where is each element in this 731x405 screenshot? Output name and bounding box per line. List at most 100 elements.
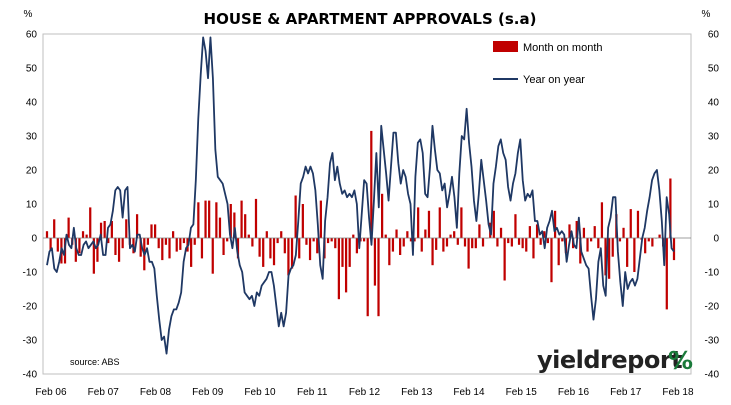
x-tick-label: Feb 14	[453, 387, 485, 398]
bar-month-on-month	[507, 238, 510, 244]
y-axis-unit-left: %	[24, 9, 33, 20]
bar-month-on-month	[283, 238, 286, 254]
bar-month-on-month	[121, 238, 124, 249]
x-ticks: Feb 06 Feb 07 Feb 08 Feb 09 Feb 10 Feb 11 Feb …	[35, 387, 694, 398]
bar-month-on-month	[81, 231, 85, 238]
bar-month-on-month	[409, 238, 413, 242]
bar-month-on-month	[608, 238, 611, 279]
bar-month-on-month	[103, 221, 106, 238]
bar-month-on-month	[377, 238, 380, 317]
bar-month-on-month	[157, 238, 160, 249]
x-tick-label: Feb 15	[506, 387, 538, 398]
bar-month-on-month	[78, 238, 81, 254]
bar-month-on-month	[197, 202, 200, 238]
y-tick-label-right: -10	[705, 268, 720, 279]
logo-wordmark: yieldreport	[537, 346, 682, 374]
bar-month-on-month	[453, 231, 456, 238]
bar-month-on-month	[308, 238, 312, 261]
y-tick-label-left: 60	[26, 30, 38, 41]
y-tick-label-right: -30	[705, 336, 720, 347]
y-tick-label-right: 20	[708, 166, 720, 177]
x-tick-label: Feb 07	[88, 387, 120, 398]
x-tick-label: Feb 16	[558, 387, 590, 398]
bar-month-on-month	[67, 217, 70, 238]
bar-month-on-month	[125, 219, 128, 238]
bar-month-on-month	[305, 238, 308, 245]
x-tick-label: Feb 17	[610, 387, 642, 398]
y-tick-label-right: 0	[713, 234, 719, 245]
bar-month-on-month	[629, 209, 632, 238]
y-tick-label-left: 20	[26, 166, 38, 177]
bar-month-on-month	[265, 231, 268, 238]
y-tick-label-left: -10	[23, 268, 38, 279]
bar-month-on-month	[53, 219, 56, 238]
bar-month-on-month	[557, 238, 560, 266]
bar-month-on-month	[179, 238, 182, 250]
bar-month-on-month	[417, 207, 420, 238]
bar-month-on-month	[388, 238, 391, 266]
bar-month-on-month	[391, 238, 395, 252]
legend: Month on month Year on year	[493, 41, 603, 86]
bar-month-on-month	[135, 214, 139, 238]
bar-month-on-month	[153, 224, 157, 238]
bar-month-on-month	[341, 238, 344, 267]
bar-month-on-month	[204, 200, 207, 238]
x-tick-label: Feb 10	[244, 387, 276, 398]
bar-month-on-month	[164, 238, 168, 245]
bar-month-on-month	[420, 238, 423, 252]
bar-month-on-month	[226, 238, 229, 242]
bar-month-on-month	[456, 238, 459, 245]
bar-month-on-month	[200, 238, 204, 259]
bar-month-on-month	[478, 224, 481, 238]
bar-month-on-month	[215, 202, 218, 238]
y-tick-label-right: 40	[708, 98, 720, 109]
bar-month-on-month	[193, 238, 196, 245]
bar-month-on-month	[384, 234, 387, 238]
bar-month-on-month	[665, 238, 668, 310]
bar-month-on-month	[460, 207, 463, 238]
bar-month-on-month	[312, 238, 315, 242]
bar-month-on-month	[168, 238, 171, 259]
bar-month-on-month	[471, 238, 474, 249]
bar-month-on-month	[272, 238, 276, 266]
bar-month-on-month	[117, 238, 121, 262]
bar-month-on-month	[233, 212, 236, 238]
y-tick-label-left: 10	[26, 200, 38, 211]
source-label: source: ABS	[70, 357, 120, 367]
bar-month-on-month	[280, 231, 283, 238]
bar-month-on-month	[301, 204, 304, 238]
x-tick-label: Feb 06	[35, 387, 67, 398]
bar-month-on-month	[579, 238, 582, 264]
bar-month-on-month	[672, 238, 676, 261]
bar-month-on-month	[348, 238, 351, 267]
bar-month-on-month	[247, 234, 250, 238]
y-tick-label-right: 60	[708, 30, 720, 41]
bar-month-on-month	[499, 227, 503, 238]
bar-month-on-month	[492, 210, 495, 238]
bar-month-on-month	[355, 238, 359, 254]
bar-month-on-month	[561, 238, 564, 242]
bar-month-on-month	[575, 221, 578, 238]
x-tick-label: Feb 18	[662, 387, 694, 398]
bar-month-on-month	[626, 238, 629, 267]
bar-month-on-month	[258, 238, 261, 257]
bar-month-on-month	[287, 238, 290, 276]
bar-month-on-month	[85, 234, 88, 238]
bar-month-on-month	[211, 238, 214, 274]
bar-month-on-month	[337, 238, 340, 300]
bar-month-on-month	[633, 238, 636, 272]
bar-month-on-month	[175, 238, 178, 252]
bar-month-on-month	[381, 193, 384, 238]
bar-month-on-month	[269, 238, 272, 259]
bar-month-on-month	[406, 231, 409, 238]
bar-month-on-month	[550, 238, 553, 283]
bar-month-on-month	[316, 238, 319, 254]
y-tick-label-left: -40	[23, 370, 38, 381]
y-tick-label-left: 0	[31, 234, 37, 245]
bar-month-on-month	[161, 238, 164, 261]
bar-month-on-month	[517, 238, 521, 245]
bar-month-on-month	[262, 238, 265, 267]
legend-label-year-on-year: Year on year	[523, 74, 585, 86]
y-tick-label-right: -40	[705, 370, 720, 381]
